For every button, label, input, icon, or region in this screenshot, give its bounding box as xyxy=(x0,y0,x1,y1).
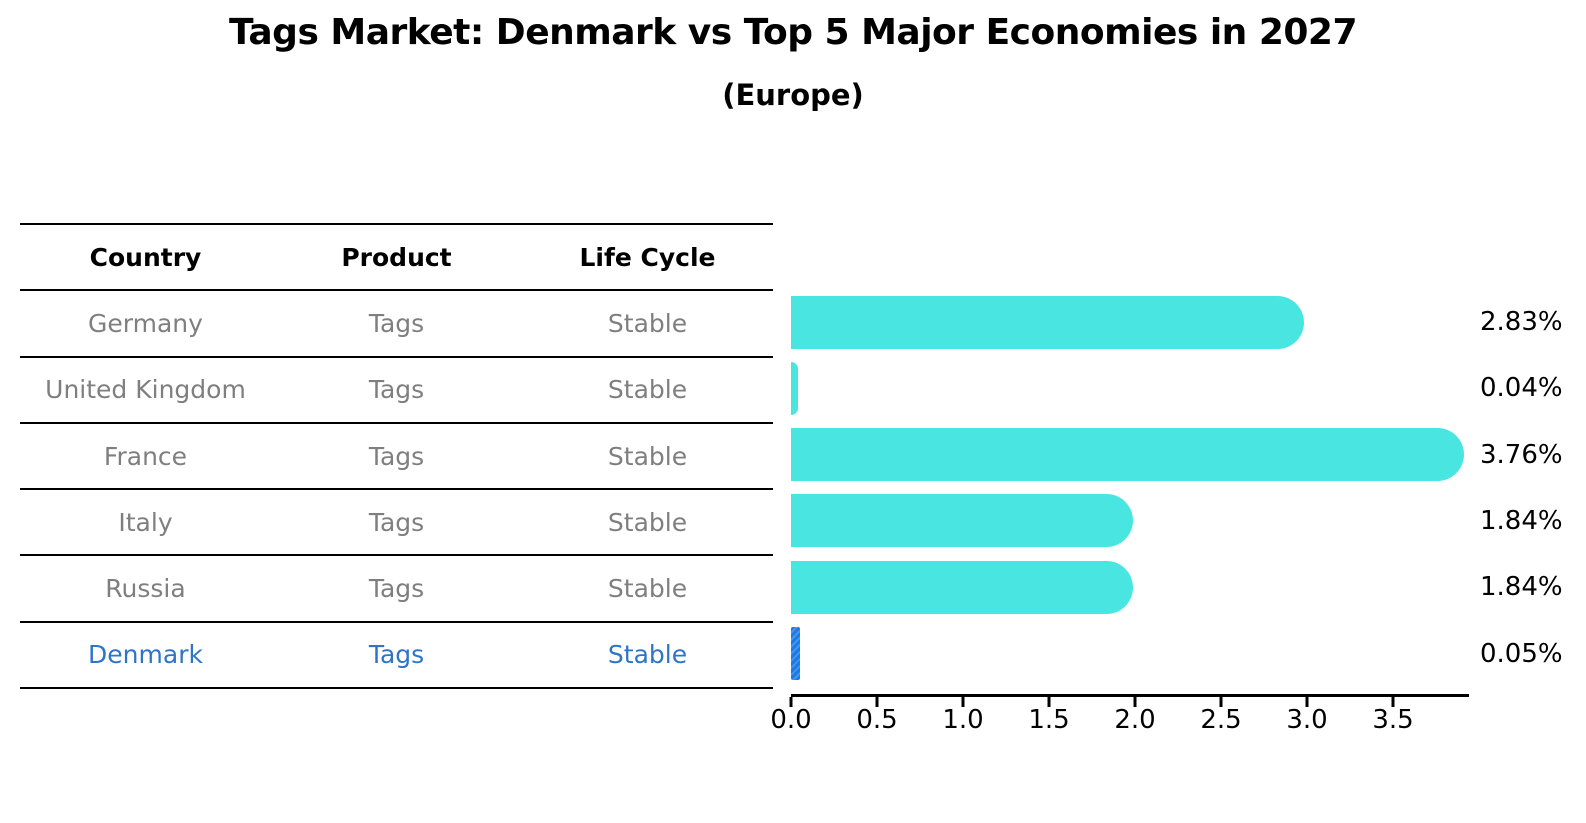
bar-row: 1.84% xyxy=(791,554,1586,620)
value-bar xyxy=(791,295,1304,349)
bar-row: 0.05% xyxy=(791,621,1586,687)
life-cycle-cell: Stable xyxy=(607,441,688,471)
x-axis-tick xyxy=(1391,697,1395,707)
product-cell: Tags xyxy=(368,507,425,537)
x-axis-tick-label: 3.0 xyxy=(1286,705,1328,735)
life-cycle-cell: Stable xyxy=(607,375,688,405)
table-header-life-cycle: Life Cycle xyxy=(579,242,716,272)
country-cell: Italy xyxy=(118,507,173,537)
table-row: Germany Tags Stable xyxy=(20,289,773,355)
x-axis-tick-label: 0.5 xyxy=(856,705,898,735)
chart-subtitle: (Europe) xyxy=(722,78,864,112)
x-axis-tick-label: 3.5 xyxy=(1372,705,1414,735)
country-cell: Germany xyxy=(88,308,203,338)
value-bar xyxy=(791,560,1133,614)
bar-row: 1.84% xyxy=(791,488,1586,554)
value-label: 1.84% xyxy=(1480,572,1563,603)
table-header-country: Country xyxy=(89,242,202,272)
x-axis-tick-label: 2.0 xyxy=(1114,705,1156,735)
chart-title: Tags Market: Denmark vs Top 5 Major Econ… xyxy=(228,12,1358,53)
x-axis-tick xyxy=(1133,697,1137,707)
product-cell: Tags xyxy=(368,441,425,471)
value-bar xyxy=(791,361,798,415)
table-header-row: Country Product Life Cycle xyxy=(20,223,773,289)
value-label: 3.76% xyxy=(1480,439,1563,470)
x-axis-tick xyxy=(1219,697,1223,707)
value-bar xyxy=(791,494,1133,548)
table-header-product: Product xyxy=(341,242,452,272)
life-cycle-cell: Stable xyxy=(607,574,688,604)
bar-row: 3.76% xyxy=(791,422,1586,488)
life-cycle-cell: Stable xyxy=(607,640,688,670)
bar-chart-plot-area: 2.83% 0.04% 3.76% 1.84% 1.84% 0.05% xyxy=(791,289,1586,687)
product-cell: Tags xyxy=(368,574,425,604)
product-cell: Tags xyxy=(368,375,425,405)
table-row: France Tags Stable xyxy=(20,421,773,488)
life-cycle-cell: Stable xyxy=(607,308,688,338)
x-axis-tick-label: 2.5 xyxy=(1200,705,1242,735)
x-axis-tick xyxy=(789,697,793,707)
country-table: Country Product Life Cycle Germany Tags … xyxy=(20,223,773,690)
value-bar xyxy=(791,627,800,681)
value-label: 0.04% xyxy=(1480,373,1563,404)
life-cycle-cell: Stable xyxy=(607,507,688,537)
x-axis-tick-label: 1.0 xyxy=(942,705,984,735)
value-label: 0.05% xyxy=(1480,638,1563,669)
x-axis-tick xyxy=(1047,697,1051,707)
country-cell: Russia xyxy=(105,574,186,604)
x-axis-tick xyxy=(961,697,965,707)
bar-row: 2.83% xyxy=(791,289,1586,355)
product-cell: Tags xyxy=(368,640,425,670)
table-row: Denmark Tags Stable xyxy=(20,620,773,687)
table-row: United Kingdom Tags Stable xyxy=(20,355,773,422)
value-label: 1.84% xyxy=(1480,506,1563,537)
product-cell: Tags xyxy=(368,308,425,338)
table-row: Italy Tags Stable xyxy=(20,488,773,554)
x-axis-line xyxy=(791,694,1469,697)
value-bar xyxy=(791,428,1464,482)
x-axis-tick-label: 0.0 xyxy=(770,705,812,735)
country-cell: United Kingdom xyxy=(45,375,246,405)
country-cell: Denmark xyxy=(88,640,203,670)
x-axis-tick xyxy=(875,697,879,707)
x-axis-tick-label: 1.5 xyxy=(1028,705,1070,735)
table-row: Russia Tags Stable xyxy=(20,554,773,620)
x-axis-tick xyxy=(1305,697,1309,707)
country-cell: France xyxy=(103,441,188,471)
value-label: 2.83% xyxy=(1480,307,1563,338)
bar-row: 0.04% xyxy=(791,355,1586,421)
